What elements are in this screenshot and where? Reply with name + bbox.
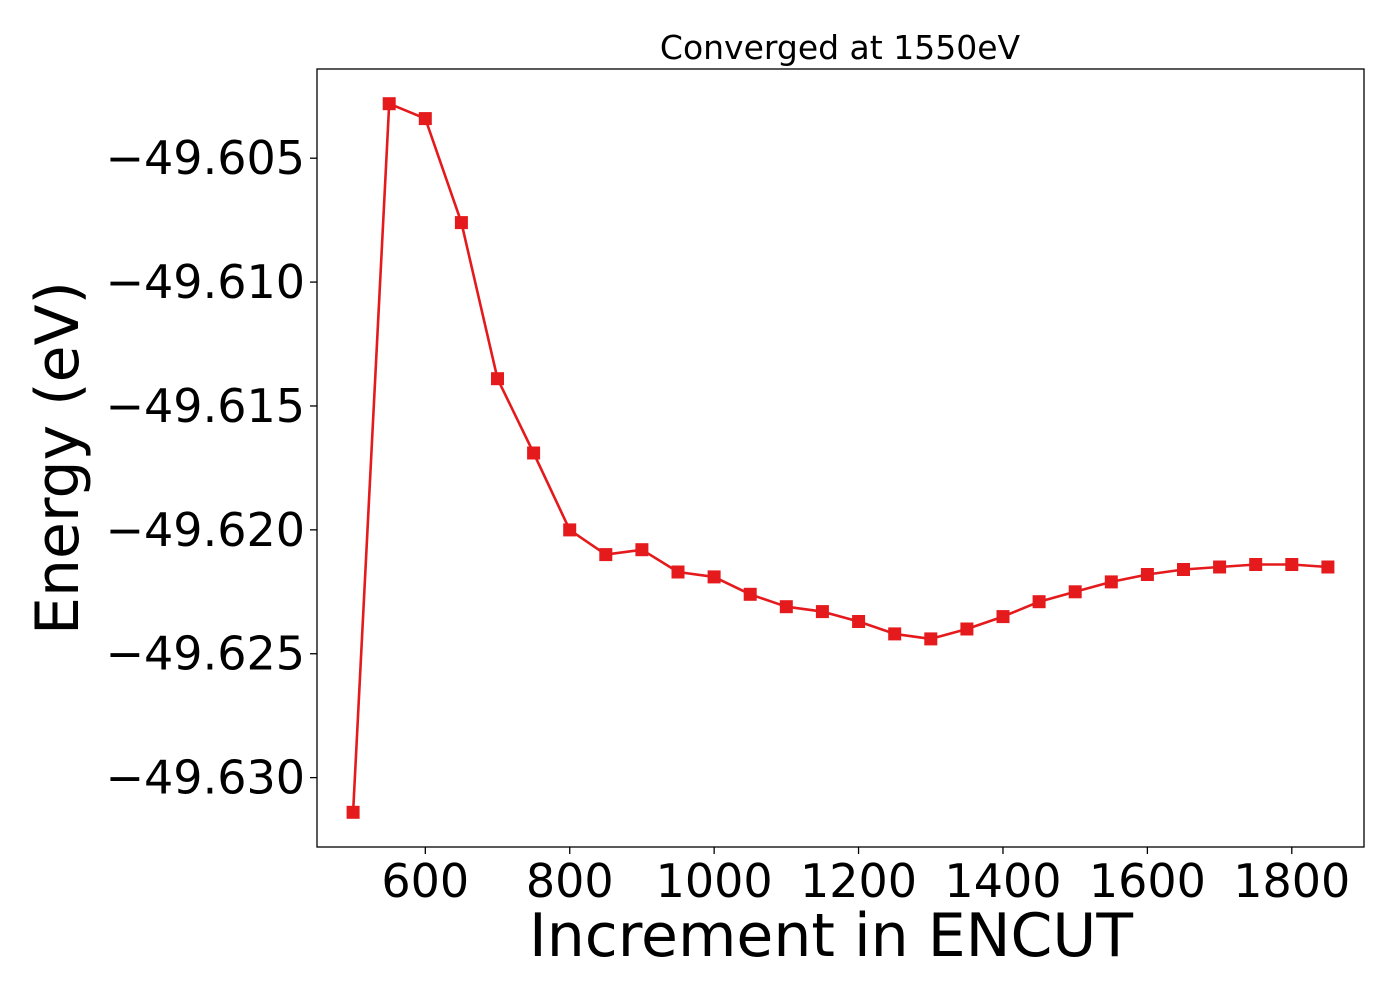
data-point-marker bbox=[346, 805, 360, 819]
x-tick-label: 800 bbox=[526, 854, 614, 908]
y-tick-label: −49.615 bbox=[106, 379, 306, 433]
x-tick-label: 1400 bbox=[944, 854, 1061, 908]
chart-title: Converged at 1550eV bbox=[660, 28, 1021, 67]
data-point-marker bbox=[996, 610, 1010, 624]
data-point-marker bbox=[491, 372, 504, 386]
data-point-marker bbox=[599, 548, 613, 562]
data-point-marker bbox=[1213, 560, 1227, 574]
data-point-marker bbox=[1177, 563, 1190, 576]
y-axis-label: Energy (eV) bbox=[23, 281, 93, 635]
data-point-marker bbox=[563, 523, 577, 537]
y-axis-ticks: −49.605 −49.610 −49.615 −49.620 −49.625 −49.6… bbox=[106, 131, 317, 805]
data-point-marker bbox=[779, 600, 793, 614]
x-tick-label: 1800 bbox=[1233, 854, 1350, 908]
data-point-marker bbox=[1321, 560, 1335, 574]
x-tick-label: 1600 bbox=[1089, 854, 1206, 908]
data-point-marker bbox=[1104, 575, 1118, 589]
y-tick-label: −49.620 bbox=[106, 503, 306, 557]
x-axis-label: Increment in ENCUT bbox=[529, 901, 1133, 971]
data-point-marker bbox=[1249, 558, 1263, 571]
x-tick-label: 600 bbox=[381, 854, 469, 908]
x-axis-ticks: 600 800 1000 1200 1400 1600 1800 bbox=[381, 847, 1350, 908]
y-tick-label: −49.605 bbox=[106, 131, 306, 185]
data-point-marker bbox=[1140, 568, 1154, 581]
series-line bbox=[351, 102, 1328, 813]
data-point-marker bbox=[1068, 585, 1082, 599]
plot-area-frame bbox=[316, 68, 1365, 848]
data-point-marker bbox=[960, 622, 974, 636]
data-point-marker bbox=[527, 446, 541, 460]
y-tick-label: −49.610 bbox=[106, 255, 306, 309]
series-markers bbox=[346, 97, 1335, 819]
data-point-marker bbox=[671, 565, 685, 579]
data-point-marker bbox=[1285, 558, 1299, 571]
y-tick-label: −49.630 bbox=[106, 751, 306, 805]
x-tick-label: 1000 bbox=[656, 854, 773, 908]
data-point-marker bbox=[707, 570, 721, 584]
x-tick-label: 1200 bbox=[800, 854, 917, 908]
data-point-marker bbox=[852, 615, 866, 628]
y-tick-label: −49.625 bbox=[106, 627, 306, 681]
data-point-marker bbox=[888, 627, 902, 641]
data-point-marker bbox=[382, 97, 396, 111]
data-point-marker bbox=[418, 112, 432, 126]
data-point-marker bbox=[1032, 595, 1046, 609]
data-point-marker bbox=[743, 587, 757, 601]
data-point-marker bbox=[454, 216, 468, 230]
data-point-marker bbox=[815, 605, 829, 619]
data-point-marker bbox=[924, 632, 938, 646]
data-point-marker bbox=[635, 543, 649, 557]
